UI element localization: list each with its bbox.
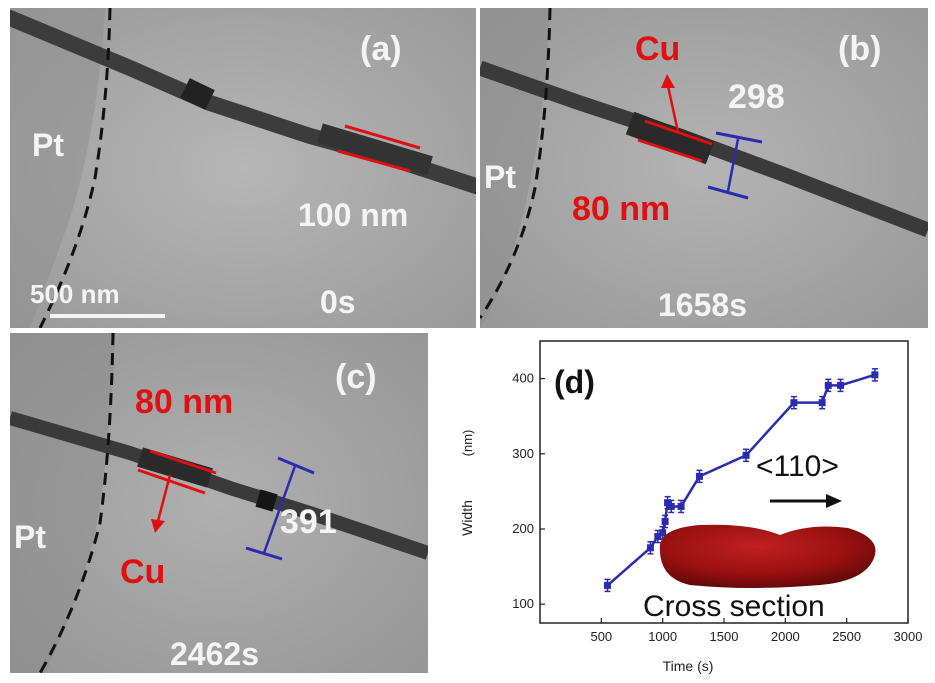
width-marker-bottom (337, 149, 411, 173)
width-marker-bottom (637, 138, 703, 163)
measured-width: 391 (280, 503, 337, 541)
data-point (661, 517, 669, 525)
measure-cap-top (715, 131, 763, 144)
measured-width: 298 (728, 78, 785, 116)
cu-arrowhead (151, 519, 165, 533)
data-point (790, 399, 798, 407)
wire-width-label: 80 nm (572, 190, 670, 228)
electrode-label-pt: Pt (14, 519, 46, 555)
tem-panel-c: (c) 80 nm 391 Pt Cu 2462s (10, 333, 428, 673)
measure-cap-bottom (707, 185, 749, 200)
data-point (742, 451, 750, 459)
nanowire (10, 411, 428, 560)
data-point (664, 499, 672, 507)
x-tick-label: 2500 (832, 629, 861, 644)
y-tick-label: 200 (512, 521, 534, 536)
scale-bar-label: 500 nm (30, 279, 120, 309)
x-tick-label: 1000 (648, 629, 677, 644)
data-point (837, 381, 845, 389)
data-point (654, 533, 662, 541)
electrode-label-pt: Pt (484, 159, 516, 195)
y-axis-label: Width (459, 500, 475, 536)
width-marker-bottom (137, 468, 206, 495)
data-point (824, 381, 832, 389)
x-tick-label: 2000 (771, 629, 800, 644)
electrode-boundary (480, 8, 552, 319)
data-point (667, 502, 675, 510)
data-point (646, 544, 654, 552)
tem-panel-a: (a) Pt 100 nm 500 nm 0s (10, 8, 476, 328)
panel-tag-a: (a) (360, 30, 402, 68)
cross-section-shape (659, 524, 876, 588)
data-point (659, 529, 667, 537)
electrode-boundary (38, 8, 112, 328)
tem-panel-b: (b) Cu 298 Pt 80 nm 1658s (480, 8, 928, 328)
width-marker-top (344, 124, 421, 150)
measure-cap-bottom (245, 546, 283, 561)
x-axis-label: Time (s) (663, 658, 714, 674)
data-point (695, 472, 703, 480)
direction-arrowhead (826, 494, 842, 508)
x-tick-label: 1500 (710, 629, 739, 644)
cu-arrow (156, 474, 172, 522)
panel-tag-c: (c) (335, 358, 377, 396)
data-point (677, 502, 685, 510)
wire-width-label: 80 nm (135, 383, 233, 421)
measure-cap-top (277, 456, 315, 475)
electrode-boundary (38, 333, 115, 673)
panel-tag-d: (d) (554, 364, 595, 400)
electrode-label-pt: Pt (32, 127, 64, 163)
cross-section-label: Cross section (643, 590, 825, 623)
wire-width-label: 100 nm (298, 197, 408, 233)
cu-arrowhead (661, 74, 675, 88)
chart-panel-d: 500 1000 1500 2000 2500 3000 100 200 300 400 (d)… (430, 333, 930, 678)
y-axis-unit: (nm) (460, 430, 475, 457)
element-label-cu: Cu (635, 30, 680, 68)
time-label: 0s (320, 284, 356, 320)
panel-tag-b: (b) (838, 30, 881, 68)
x-tick-label: 500 (590, 629, 612, 644)
data-point (818, 399, 826, 407)
y-tick-label: 100 (512, 596, 534, 611)
direction-label: <110> (756, 450, 839, 483)
width-marker-top (149, 449, 217, 475)
data-point (603, 581, 611, 589)
time-label: 1658s (658, 287, 747, 323)
cu-arrow (666, 85, 680, 133)
measure-line (726, 138, 740, 192)
time-label: 2462s (170, 636, 259, 672)
x-tick-label: 3000 (894, 629, 923, 644)
width-marker-top (644, 119, 713, 146)
y-tick-label: 400 (512, 371, 534, 386)
data-point (871, 371, 879, 379)
y-tick-label: 300 (512, 446, 534, 461)
element-label-cu: Cu (120, 553, 165, 591)
measure-line (262, 465, 297, 554)
